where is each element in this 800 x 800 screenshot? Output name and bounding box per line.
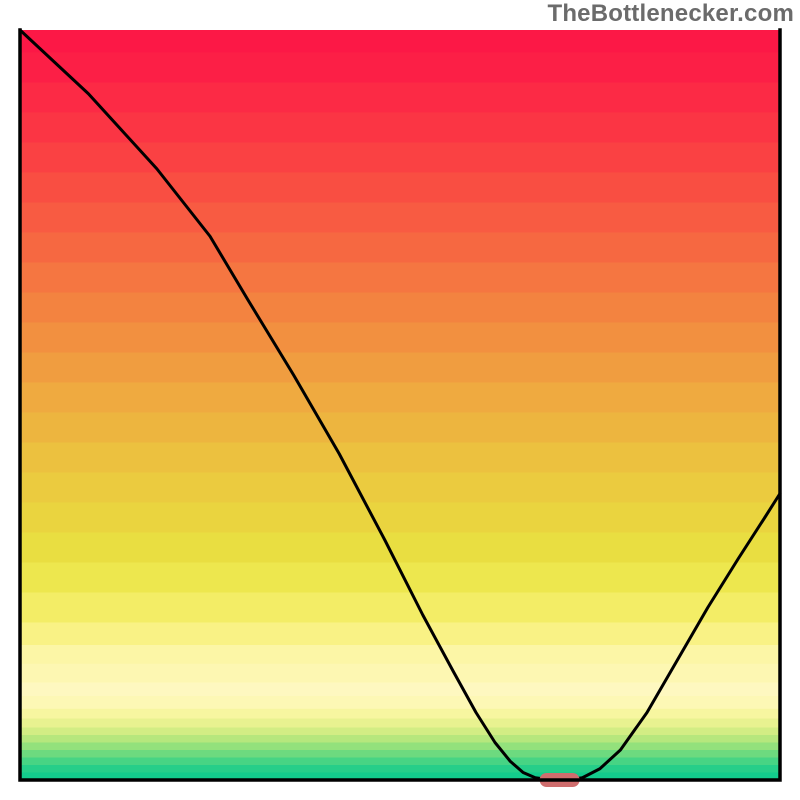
watermark-text: TheBottlenecker.com (547, 0, 794, 28)
chart-root: TheBottlenecker.com (0, 0, 800, 800)
bottleneck-chart (0, 0, 800, 800)
